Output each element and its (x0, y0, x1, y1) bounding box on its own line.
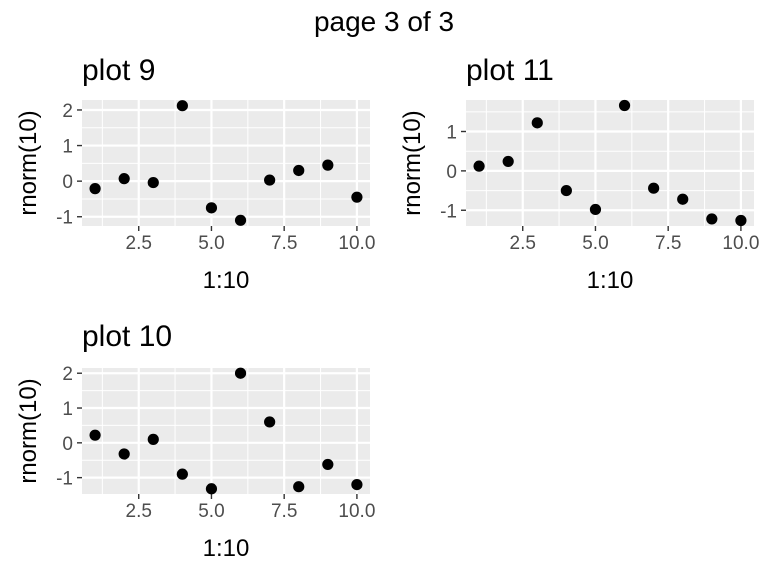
y-tick-label: 0 (446, 162, 457, 183)
y-tick-label: 1 (446, 123, 457, 144)
x-tick-label: 7.5 (271, 501, 297, 522)
x-tick-label: 2.5 (126, 233, 152, 254)
data-point (118, 173, 130, 185)
data-point (147, 433, 159, 445)
data-point (560, 184, 572, 197)
y-axis-label: rnorm(10) (15, 110, 42, 215)
data-point (234, 367, 247, 379)
x-axis-label: 1:10 (203, 267, 250, 294)
data-point (706, 213, 718, 225)
data-point (89, 429, 101, 441)
data-point (293, 481, 305, 493)
data-point (293, 164, 305, 177)
panel-background (466, 100, 754, 226)
data-point (147, 176, 159, 189)
plot-title: plot 10 (82, 320, 172, 353)
data-point (351, 479, 363, 491)
x-tick-label: 10.0 (722, 233, 759, 254)
data-point (234, 214, 247, 226)
y-axis-label: rnorm(10) (15, 378, 42, 483)
data-point (735, 214, 747, 227)
plot-panel: 2.5 5.0 7.5 10.0 -1 0 1 2 plot 9 1:10 rnorm(10) (15, 54, 375, 294)
data-point (264, 416, 276, 428)
y-tick-label: -1 (56, 208, 73, 229)
data-point (677, 193, 689, 205)
page-title: page 3 of 3 (314, 6, 454, 37)
data-point (351, 191, 363, 203)
x-tick-label: 10.0 (338, 501, 375, 522)
data-point (618, 99, 631, 112)
y-axis-label: rnorm(10) (399, 110, 426, 215)
data-point (176, 100, 188, 112)
data-point (205, 483, 218, 495)
data-point (322, 458, 334, 471)
y-tick-label: 2 (62, 364, 73, 385)
panel-background (82, 368, 370, 494)
data-point (264, 174, 276, 186)
y-tick-label: 1 (62, 137, 73, 158)
x-tick-label: 5.0 (198, 501, 224, 522)
data-point (322, 159, 334, 171)
y-tick-label: 1 (62, 399, 73, 420)
data-point (205, 202, 218, 214)
y-tick-label: -1 (56, 469, 73, 490)
x-tick-label: 10.0 (338, 233, 375, 254)
x-tick-label: 7.5 (655, 233, 681, 254)
x-axis-label: 1:10 (587, 267, 634, 294)
y-tick-label: -1 (440, 201, 457, 222)
plot-title: plot 11 (466, 54, 554, 87)
data-point (589, 203, 602, 216)
data-point (89, 183, 101, 195)
x-tick-label: 5.0 (582, 233, 608, 254)
plot-panel: 2.5 5.0 7.5 10.0 -1 0 1 2 plot 10 1:10 rnorm(10) (15, 320, 375, 562)
y-tick-label: 0 (62, 434, 73, 455)
x-tick-label: 5.0 (198, 233, 224, 254)
data-point (118, 448, 130, 460)
plot-title: plot 9 (82, 54, 155, 87)
x-tick-label: 2.5 (510, 233, 536, 254)
data-point (502, 155, 514, 168)
data-point (648, 182, 660, 194)
y-tick-label: 0 (62, 172, 73, 193)
data-point (531, 117, 543, 129)
x-tick-label: 7.5 (271, 233, 297, 254)
data-point (473, 160, 485, 172)
x-axis-label: 1:10 (203, 535, 250, 562)
x-tick-label: 2.5 (126, 501, 152, 522)
data-point (176, 468, 188, 480)
plot-panel: 2.5 5.0 7.5 10.0 -1 0 1 plot 11 1:10 rnorm(10) (399, 54, 759, 294)
y-tick-label: 2 (62, 101, 73, 122)
